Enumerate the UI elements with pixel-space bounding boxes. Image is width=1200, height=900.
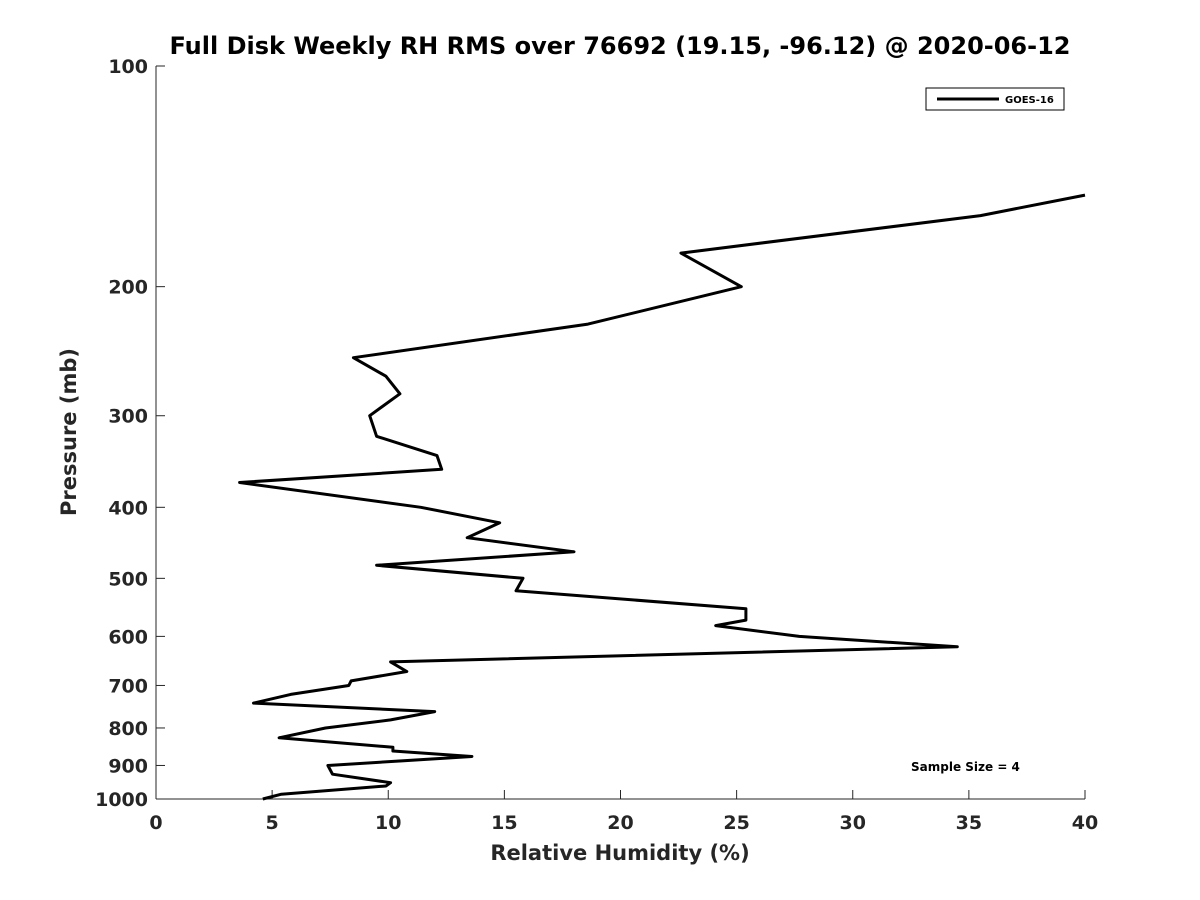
y-tick-label: 200 [108,277,148,299]
y-tick-label: 800 [108,718,148,740]
x-ticks: 0 5 10 15 20 25 30 35 40 [149,790,1098,834]
x-tick-label: 10 [375,812,401,834]
x-tick-label: 35 [956,812,982,834]
legend: GOES-16 [925,87,1065,111]
y-tick-label: 100 [108,56,148,78]
x-tick-label: 25 [723,812,749,834]
y-tick-label: 300 [108,406,148,428]
y-tick-label: 900 [108,755,148,777]
x-tick-label: 5 [266,812,279,834]
y-tick-label: 400 [108,497,148,519]
x-tick-label: 40 [1072,812,1098,834]
legend-entry-goes16: GOES-16 [1005,95,1054,106]
y-tick-label: 700 [108,675,148,697]
y-axis-label: Pressure (mb) [57,348,81,516]
y-tick-label: 500 [108,568,148,590]
y-tick-label: 1000 [95,789,148,811]
x-tick-label: 30 [840,812,866,834]
sample-size-annotation: Sample Size = 4 [911,760,1020,774]
x-axis-label: Relative Humidity (%) [490,841,749,865]
x-tick-label: 0 [149,812,162,834]
x-tick-label: 15 [491,812,517,834]
x-tick-label: 20 [607,812,633,834]
plot-area [155,66,1085,800]
chart-title: Full Disk Weekly RH RMS over 76692 (19.1… [169,32,1070,60]
y-tick-label: 600 [108,626,148,648]
series-line-goes16 [238,193,1086,801]
y-ticks: 100 200 300 400 500 600 700 800 900 1000 [95,56,165,811]
